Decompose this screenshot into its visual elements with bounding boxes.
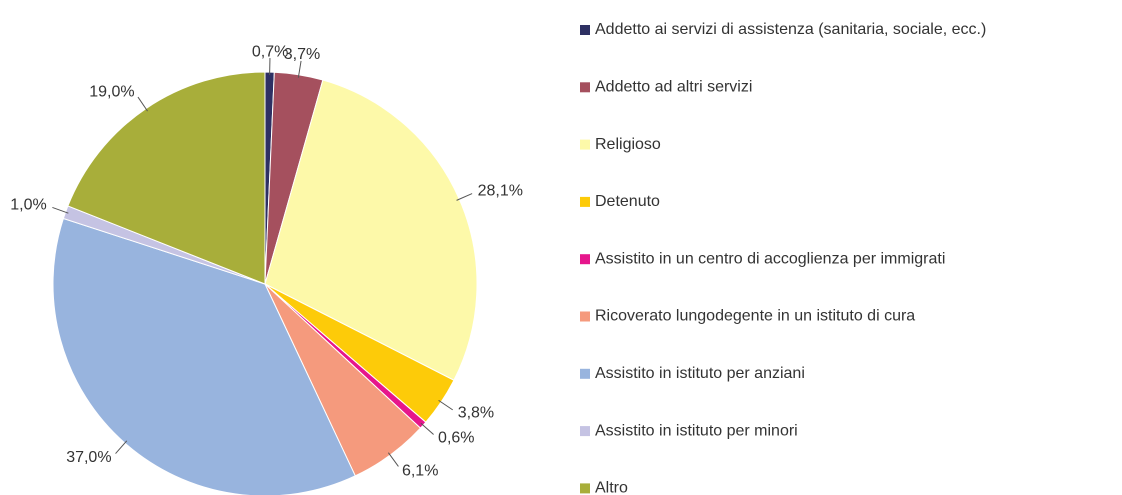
legend-swatch	[580, 483, 590, 494]
data-label: 37,0%	[66, 449, 111, 466]
data-label: 0,6%	[438, 430, 474, 447]
leader-line	[456, 193, 473, 201]
legend-swatch	[580, 25, 590, 35]
legend-swatch	[580, 368, 590, 379]
legend-label: Ricoverato lungodegente in un istituto d…	[595, 308, 915, 325]
legend-label: Assistito in istituto per anziani	[595, 365, 805, 382]
data-label: 6,1%	[402, 462, 438, 479]
leader-line	[137, 96, 148, 112]
legend-swatch	[580, 82, 590, 93]
legend-label: Addetto ad altri servizi	[595, 79, 752, 96]
data-label: 28,1%	[478, 182, 523, 199]
legend-label: Detenuto	[595, 193, 660, 210]
data-label: 1,0%	[10, 197, 46, 214]
legend-swatch	[580, 139, 590, 150]
leader-line	[387, 452, 399, 467]
leader-line	[297, 60, 302, 78]
legend-swatch	[580, 254, 590, 265]
leader-line	[52, 206, 69, 214]
legend-label: Addetto ai servizi di assistenza (sanita…	[595, 21, 986, 38]
leader-line	[115, 440, 128, 454]
legend-label: Assistito in istituto per minori	[595, 422, 798, 439]
legend-swatch	[580, 196, 590, 207]
legend-label: Religioso	[595, 136, 661, 153]
legend-swatch	[580, 426, 590, 437]
legend-swatch	[580, 311, 590, 322]
data-label: 3,8%	[458, 404, 494, 421]
data-label: 3,7%	[284, 46, 320, 63]
data-label: 19,0%	[89, 83, 134, 100]
leader-line	[438, 399, 453, 411]
leader-line	[420, 422, 434, 435]
legend-label: Altro	[595, 480, 628, 495]
data-label: 0,7%	[252, 43, 288, 60]
legend-label: Assistito in un centro di accoglienza pe…	[595, 250, 945, 267]
